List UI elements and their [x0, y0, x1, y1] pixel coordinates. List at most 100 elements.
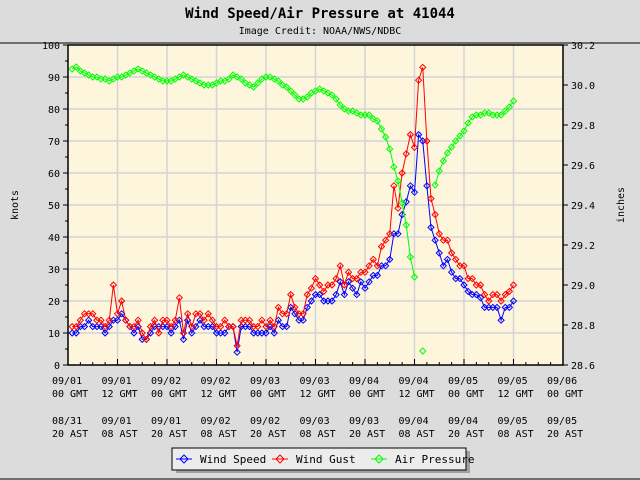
- data-point: [353, 290, 361, 299]
- data-point: [130, 329, 138, 337]
- x-tick-label: 09/02: [201, 416, 231, 427]
- data-point: [101, 322, 109, 331]
- y2-tick-label: 30.0: [571, 81, 595, 92]
- data-point: [72, 322, 80, 331]
- data-point: [303, 290, 311, 299]
- data-point: [373, 271, 382, 280]
- data-point: [452, 274, 460, 283]
- x-tick-label: 08/31: [52, 416, 82, 427]
- data-point: [72, 329, 80, 337]
- x-tick-label: 12 GMT: [399, 389, 435, 400]
- data-point: [225, 322, 233, 331]
- data-point: [485, 303, 493, 312]
- data-point: [167, 322, 175, 331]
- data-point: [150, 316, 159, 324]
- data-point: [291, 303, 299, 312]
- data-point: [175, 294, 184, 302]
- data-point: [390, 182, 398, 190]
- data-point: [299, 310, 307, 318]
- data-point: [179, 329, 188, 337]
- data-point: [171, 322, 179, 331]
- x-tick-label: 08 AST: [201, 429, 237, 440]
- data-point: [369, 271, 377, 280]
- data-point: [497, 297, 505, 305]
- x-tick-label: 00 GMT: [52, 389, 88, 400]
- data-point: [84, 316, 93, 324]
- data-point: [493, 290, 501, 299]
- data-point: [497, 316, 505, 324]
- data-point: [402, 198, 410, 206]
- data-point: [493, 303, 501, 312]
- x-tick-label: 09/04: [448, 416, 478, 427]
- data-point: [204, 322, 212, 331]
- data-point: [270, 322, 278, 331]
- data-point: [439, 262, 448, 270]
- data-point: [410, 143, 419, 152]
- data-point: [435, 249, 443, 257]
- data-point: [480, 290, 489, 299]
- data-point: [476, 294, 485, 302]
- data-point: [377, 262, 386, 270]
- data-point: [320, 287, 328, 296]
- data-point: [130, 322, 138, 331]
- data-point: [361, 111, 369, 119]
- y2-tick-label: 29.6: [571, 161, 595, 172]
- data-point: [336, 262, 344, 270]
- data-point: [109, 281, 118, 289]
- x-tick-label: 08 AST: [498, 429, 534, 440]
- data-point: [480, 303, 489, 312]
- data-point: [80, 310, 89, 318]
- x-tick-label: 09/01: [151, 416, 181, 427]
- data-point: [68, 329, 76, 337]
- x-tick-label: 20 AST: [448, 429, 484, 440]
- data-point: [274, 303, 283, 312]
- data-point: [381, 262, 390, 270]
- legend-item: Air Pressure: [371, 453, 474, 466]
- x-tick-label: 12 GMT: [498, 389, 534, 400]
- data-point: [414, 130, 423, 139]
- data-point: [456, 262, 464, 270]
- data-point: [332, 95, 340, 103]
- x-tick-label: 12 GMT: [201, 389, 237, 400]
- series-air-pressure: [68, 63, 518, 355]
- x-tick-label: 00 GMT: [349, 389, 385, 400]
- legend-marker-icon: [179, 454, 189, 464]
- data-point: [419, 63, 427, 72]
- data-point: [291, 310, 299, 318]
- data-point: [431, 181, 439, 189]
- y-tick-label: 50: [48, 201, 60, 212]
- data-point: [254, 329, 262, 337]
- data-point: [155, 329, 163, 337]
- data-point: [76, 322, 85, 331]
- data-point: [303, 93, 311, 101]
- data-point: [357, 268, 365, 276]
- data-point: [212, 329, 221, 337]
- series-wind-speed: [68, 130, 518, 356]
- data-point: [274, 77, 283, 85]
- data-point: [332, 290, 340, 299]
- data-point: [505, 287, 514, 296]
- data-point: [266, 316, 274, 324]
- data-point: [105, 322, 113, 331]
- data-point: [150, 322, 159, 331]
- x-tick-label: 09/01: [102, 376, 132, 387]
- data-point: [489, 303, 497, 312]
- y2-tick-label: 28.8: [571, 321, 595, 332]
- data-point: [196, 316, 204, 324]
- data-point: [163, 316, 171, 324]
- x-tick-label: 09/01: [52, 376, 82, 387]
- x-tick-label: 09/01: [102, 416, 132, 427]
- data-point: [353, 274, 361, 283]
- data-point: [183, 310, 192, 318]
- x-tick-label: 09/03: [300, 376, 330, 387]
- legend-item: Wind Gust: [272, 453, 356, 466]
- data-point: [344, 268, 353, 276]
- data-point: [196, 310, 204, 318]
- data-point: [159, 316, 167, 324]
- data-point: [113, 316, 122, 324]
- x-tick-label: 09/02: [151, 376, 181, 387]
- data-point: [245, 322, 254, 331]
- data-point: [315, 281, 324, 289]
- data-point: [72, 63, 80, 71]
- data-point: [398, 169, 406, 177]
